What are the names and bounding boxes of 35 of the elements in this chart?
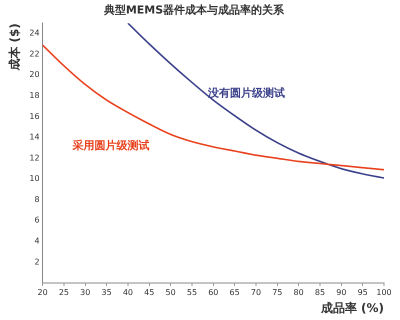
y-tick-label: 2: [34, 257, 40, 266]
y-tick-label: 24: [29, 28, 40, 38]
x-tick-label: 75: [272, 288, 282, 297]
x-tick-label: 45: [144, 288, 154, 297]
x-tick-label: 70: [250, 288, 262, 297]
x-tick-label: 65: [230, 288, 240, 297]
series-label: 采用圆片级测试: [71, 138, 150, 152]
x-tick-label: 60: [208, 288, 218, 297]
line-series: [42, 44, 384, 171]
y-tick-label: 6: [34, 216, 40, 225]
x-tick-label: 25: [58, 288, 70, 297]
x-tick-label: 50: [166, 288, 176, 297]
y-tick-label: 4: [34, 236, 40, 246]
x-tick-label: 100: [376, 288, 392, 297]
x-axis-title: 成品率 (%): [320, 300, 384, 315]
x-tick-label: 30: [80, 288, 90, 297]
y-tick-label: 20: [29, 70, 40, 80]
y-axis-title: 成本 ($): [7, 23, 22, 72]
x-tick-label: 40: [122, 288, 134, 297]
y-tick-label: 12: [29, 153, 40, 162]
y-tick-label: 10: [29, 174, 40, 184]
series-label: 没有圆片级测试: [206, 86, 285, 100]
line-series: [127, 23, 384, 179]
x-tick-label: 90: [336, 288, 346, 297]
x-tick-label: 35: [102, 288, 112, 297]
y-tick-label: 16: [29, 112, 40, 121]
y-tick-label: 18: [29, 91, 40, 100]
x-tick-label: 55: [186, 288, 198, 297]
x-tick-label: 95: [358, 288, 368, 297]
y-tick-label: 8: [34, 194, 40, 204]
x-tick-label: 85: [314, 288, 326, 297]
y-tick-label: 22: [29, 49, 40, 58]
chart-title: 典型MEMS器件成本与成品率的关系: [102, 3, 286, 16]
x-tick-label: 80: [294, 288, 304, 297]
y-tick-label: 14: [29, 132, 40, 142]
